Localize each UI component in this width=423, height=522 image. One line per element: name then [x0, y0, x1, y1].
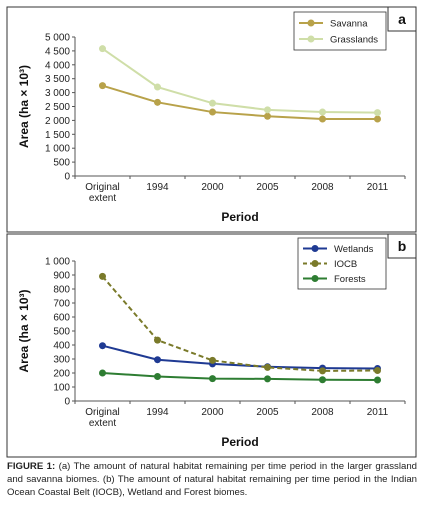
series-line: [102, 344, 378, 370]
figure-panels: a 0 500 1 000 1 500 2 000 2 500 3 000 3 500 4 000…: [6, 6, 417, 458]
panel-label-box: [387, 233, 417, 259]
data-point: [264, 112, 271, 120]
x-tick-label: 2008: [311, 182, 334, 193]
legend-swatch-marker: [311, 275, 319, 282]
series-line: [101, 275, 378, 372]
data-point: [374, 115, 381, 123]
y-tick-label: 100: [53, 383, 70, 394]
x-tick-label: 2011: [367, 182, 389, 193]
x-tick-label: Original extent: [85, 182, 119, 204]
y-tick-label: 2 000: [45, 116, 70, 127]
y-tick-label: 5 000: [45, 33, 70, 44]
y-tick-label: 600: [53, 313, 70, 324]
caption-label: FIGURE 1:: [7, 461, 56, 472]
panel-b: b 0 100 200 300 400 500 600 700 800 900 1 000 Origin…: [6, 233, 417, 458]
y-tick-label: 0: [64, 172, 70, 183]
legend-swatch-marker: [307, 35, 315, 43]
data-point: [209, 356, 216, 364]
data-point: [264, 363, 271, 371]
data-point: [99, 369, 106, 377]
caption-text: (a) The amount of natural habitat remain…: [7, 461, 417, 498]
y-tick-label: 500: [53, 158, 70, 169]
x-tick-label: 2008: [311, 407, 334, 418]
panel-label: a: [398, 11, 406, 27]
y-axis-title: Area (ha × 10³): [17, 65, 31, 148]
y-tick-label: 700: [53, 299, 70, 310]
x-tick-label: 2000: [201, 407, 224, 418]
legend-swatch-marker: [311, 260, 319, 267]
data-point: [154, 98, 161, 106]
y-tick-label: 200: [53, 369, 70, 380]
x-tick-label: 2011: [367, 407, 389, 418]
y-tick-label: 300: [53, 355, 70, 366]
y-tick-label: 900: [53, 271, 70, 282]
y-tick-label: 800: [53, 285, 70, 296]
x-tick-label: 1994: [146, 182, 169, 193]
data-point: [319, 108, 326, 116]
x-tick-label: 2005: [256, 182, 279, 193]
data-point: [374, 376, 381, 384]
panel-frame: [6, 233, 417, 458]
y-tick-label: 3 000: [45, 88, 70, 99]
legend-swatch-marker: [311, 245, 319, 252]
data-point: [154, 83, 161, 91]
x-axis-title: Period: [221, 210, 258, 224]
x-axis-title: Period: [221, 435, 258, 449]
data-point: [374, 366, 381, 374]
data-point: [99, 45, 106, 53]
data-point: [264, 375, 271, 383]
y-tick-label: 0: [64, 397, 70, 408]
x-tick-label: 2000: [201, 182, 224, 193]
data-point: [154, 373, 161, 380]
data-point: [99, 272, 106, 280]
data-point: [154, 336, 161, 344]
legend-label: Wetlands: [334, 244, 374, 255]
data-point: [319, 376, 326, 384]
legend-label: Forests: [334, 274, 366, 285]
data-point: [209, 375, 216, 383]
y-tick-label: 4 500: [45, 46, 70, 57]
data-point: [99, 342, 106, 350]
legend-label: Grasslands: [330, 35, 378, 46]
y-tick-label: 2 500: [45, 102, 70, 113]
y-tick-label: 4 000: [45, 60, 70, 71]
y-tick-label: 1 000: [45, 144, 70, 155]
data-point: [319, 367, 326, 375]
panel-label-box: [387, 6, 417, 32]
legend-swatch-marker: [307, 19, 315, 27]
y-tick-label: 3 500: [45, 74, 70, 85]
legend-box: [293, 11, 387, 51]
figure-caption: FIGURE 1: (a) The amount of natural habi…: [7, 460, 417, 499]
panel-frame: [6, 6, 417, 233]
series-line: [102, 84, 378, 121]
series-line: [102, 372, 378, 381]
y-tick-label: 1 500: [45, 130, 70, 141]
legend-label: IOCB: [334, 259, 357, 270]
y-tick-label: 400: [53, 341, 70, 352]
y-tick-label: 500: [53, 327, 70, 338]
data-point: [154, 356, 161, 364]
x-tick-label: Original extent: [85, 407, 119, 429]
data-point: [99, 82, 106, 90]
data-point: [264, 106, 271, 114]
data-point: [319, 115, 326, 123]
y-tick-label: 1 000: [45, 257, 70, 268]
x-tick-label: 2005: [256, 407, 279, 418]
data-point: [374, 109, 381, 117]
panel-a: a 0 500 1 000 1 500 2 000 2 500 3 000 3 500 4 000…: [6, 6, 417, 233]
legend-label: Savanna: [330, 19, 368, 30]
x-tick-label: 1994: [146, 407, 169, 418]
data-point: [209, 99, 216, 107]
data-point: [209, 108, 216, 116]
panel-label: b: [398, 238, 407, 254]
series-line: [101, 47, 378, 114]
y-axis-title: Area (ha × 10³): [17, 289, 31, 372]
